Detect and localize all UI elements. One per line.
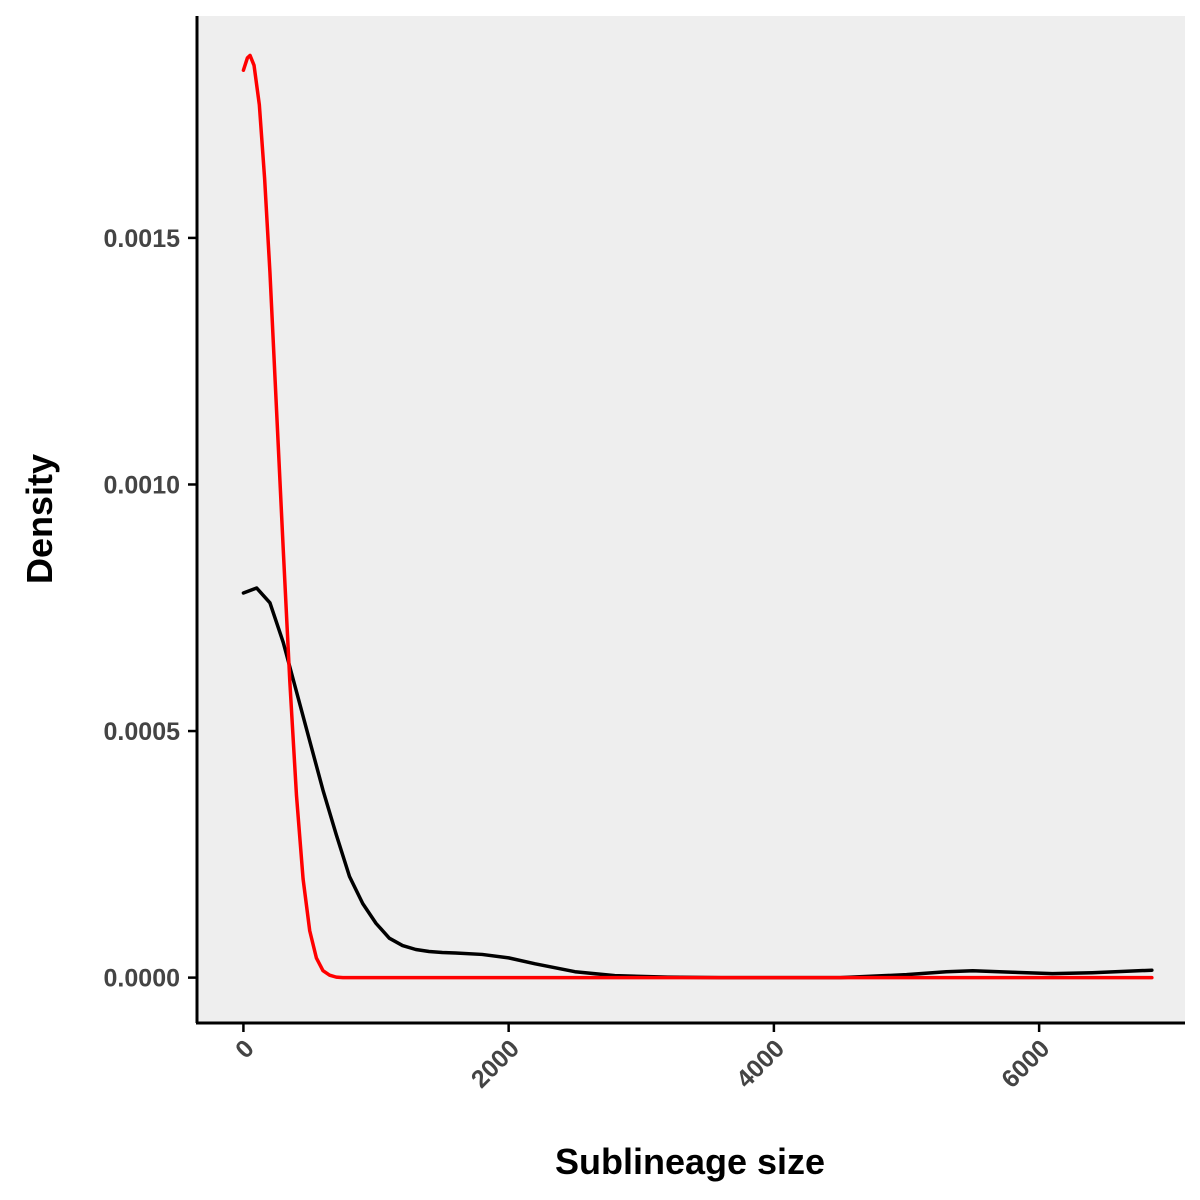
y-tick-label: 0.0005 <box>104 718 181 746</box>
y-ticks: 0.0000 0.0005 0.0010 0.0015 <box>104 225 197 993</box>
x-axis-title: Sublineage size <box>555 1141 825 1182</box>
series-layer <box>241 53 1154 980</box>
panel-background <box>197 16 1185 1022</box>
x-tick-label: 4000 <box>731 1034 790 1093</box>
y-tick-label: 0.0010 <box>104 471 180 499</box>
x-ticks: 0 2000 4000 6000 <box>230 1023 1055 1094</box>
x-tick-label: 0 <box>230 1034 260 1064</box>
y-tick-label: 0.0000 <box>104 965 180 993</box>
density-line-1 <box>241 586 1154 980</box>
x-tick-label: 6000 <box>996 1034 1055 1093</box>
x-tick-label: 2000 <box>466 1034 525 1093</box>
density-line-2 <box>241 53 1154 980</box>
y-axis-title: Density <box>19 454 60 584</box>
y-tick-label: 0.0015 <box>104 225 181 253</box>
